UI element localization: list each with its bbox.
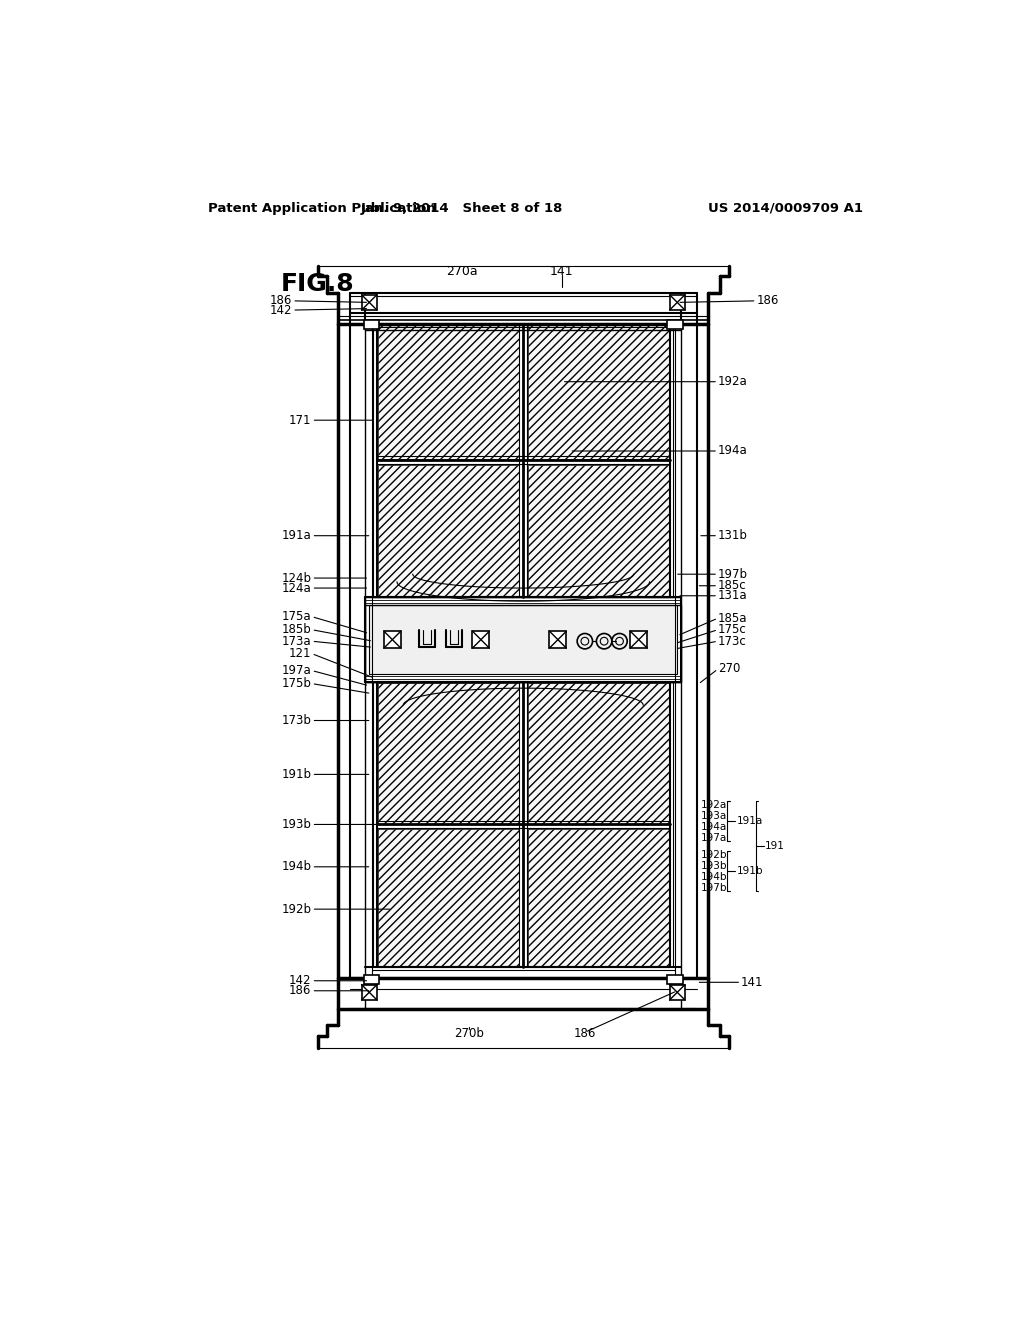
Text: 173b: 173b	[282, 714, 311, 727]
Text: 191b: 191b	[736, 866, 763, 876]
Bar	[370, 605, 677, 675]
Text: 192b: 192b	[282, 903, 311, 916]
Text: 270: 270	[718, 663, 740, 676]
Bar	[670, 294, 685, 310]
Text: 191: 191	[765, 841, 785, 851]
Bar	[378, 682, 519, 824]
Text: 270b: 270b	[455, 1027, 484, 1040]
Text: 141: 141	[550, 265, 573, 279]
Text: 185a: 185a	[718, 611, 748, 624]
Bar	[378, 325, 519, 459]
Text: 121: 121	[289, 647, 311, 660]
Text: 194a: 194a	[700, 822, 727, 832]
Text: 171: 171	[289, 413, 311, 426]
Text: 192a: 192a	[700, 800, 727, 810]
Text: 191a: 191a	[736, 816, 763, 826]
Text: Jan. 9, 2014   Sheet 8 of 18: Jan. 9, 2014 Sheet 8 of 18	[360, 202, 563, 215]
Text: 192b: 192b	[700, 850, 727, 861]
Text: 124b: 124b	[282, 572, 311, 585]
Text: 192a: 192a	[718, 375, 748, 388]
Bar	[364, 974, 379, 983]
Bar	[378, 465, 519, 597]
Bar	[366, 605, 681, 682]
Text: 173a: 173a	[282, 635, 311, 648]
Bar	[528, 325, 669, 459]
Bar	[472, 631, 489, 648]
Bar	[378, 829, 519, 966]
Text: 186: 186	[289, 985, 311, 998]
Bar	[528, 829, 669, 966]
Bar	[528, 682, 669, 824]
Text: 193b: 193b	[282, 818, 311, 832]
Bar	[528, 465, 669, 597]
Bar	[361, 294, 377, 310]
Text: 194b: 194b	[700, 871, 727, 882]
Text: 142: 142	[289, 974, 311, 987]
Text: Patent Application Publication: Patent Application Publication	[208, 202, 435, 215]
Text: 191a: 191a	[282, 529, 311, 543]
Text: 185b: 185b	[282, 623, 311, 636]
Text: 194a: 194a	[718, 445, 748, 458]
Text: 131b: 131b	[718, 529, 748, 543]
Text: 141: 141	[741, 975, 764, 989]
Bar	[668, 974, 683, 983]
Text: 270a: 270a	[445, 265, 477, 279]
Text: FIG.8: FIG.8	[281, 272, 354, 296]
Text: 131a: 131a	[718, 589, 748, 602]
Text: 197a: 197a	[282, 664, 311, 677]
Bar	[364, 321, 379, 330]
Bar	[384, 631, 400, 648]
Text: 175a: 175a	[282, 610, 311, 623]
Bar	[361, 985, 377, 1001]
Bar	[668, 321, 683, 330]
Text: 193b: 193b	[700, 861, 727, 871]
Text: 197b: 197b	[718, 568, 749, 581]
Text: 175b: 175b	[282, 677, 311, 690]
Text: 197a: 197a	[700, 833, 727, 842]
Text: 186: 186	[573, 1027, 596, 1040]
Text: 194b: 194b	[282, 861, 311, 874]
Text: 191b: 191b	[282, 768, 311, 781]
Text: US 2014/0009709 A1: US 2014/0009709 A1	[708, 202, 862, 215]
Bar	[550, 631, 566, 648]
Text: 142: 142	[269, 304, 292, 317]
Text: 186: 186	[757, 294, 779, 308]
Text: 175c: 175c	[718, 623, 746, 636]
Bar	[631, 631, 647, 648]
Text: 186: 186	[270, 294, 292, 308]
Text: 124a: 124a	[282, 582, 311, 594]
Bar	[670, 985, 685, 1001]
Text: 193a: 193a	[700, 810, 727, 821]
Text: 197b: 197b	[700, 883, 727, 892]
Text: 173c: 173c	[718, 635, 746, 648]
Text: 185c: 185c	[718, 579, 746, 593]
